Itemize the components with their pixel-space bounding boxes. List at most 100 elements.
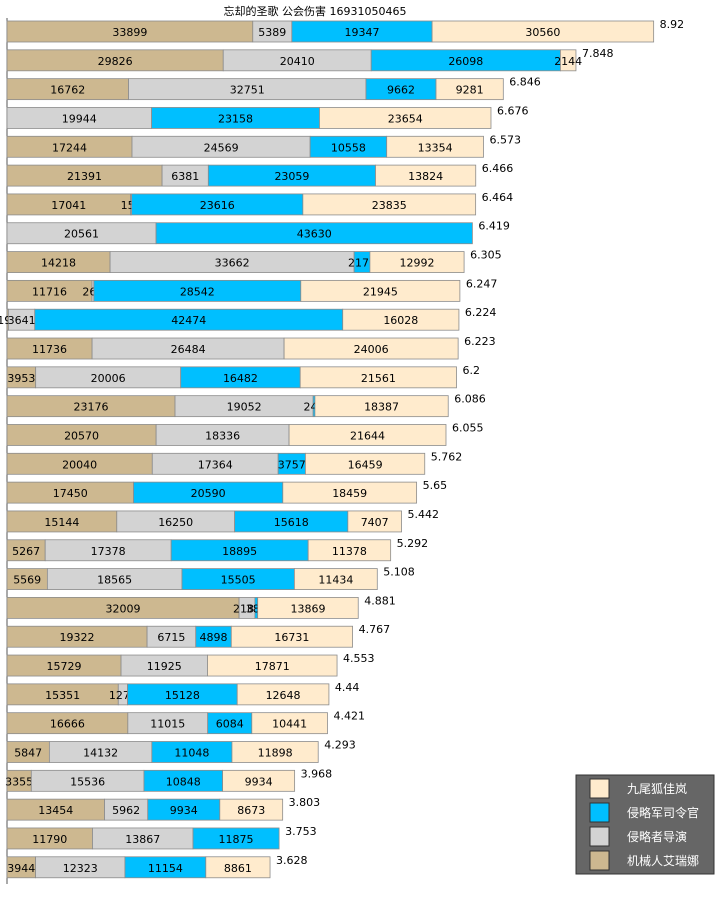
bar-value-label: 21391 <box>67 170 102 183</box>
bar-value-label: 9281 <box>456 84 484 97</box>
bar-segment <box>219 798 284 821</box>
bar-value-label: 15536 <box>70 775 105 788</box>
bar-value-label: 43630 <box>297 228 332 241</box>
row-total-label: 6.247 <box>466 277 498 290</box>
bar-value-label: 3953 <box>7 372 35 385</box>
row-total-label: 3.753 <box>285 825 317 838</box>
bar-segment <box>431 20 655 43</box>
row-total-label: 6.086 <box>454 393 486 406</box>
bar-value-label: 8673 <box>237 804 265 817</box>
bar-value-label: 13354 <box>418 141 453 154</box>
row-total-label: 6.464 <box>482 191 514 204</box>
bar-segment <box>302 193 477 216</box>
row-total-label: 4.881 <box>364 594 396 607</box>
bar-segment <box>435 78 504 101</box>
bar-value-label: 11736 <box>32 343 67 356</box>
bar-value-label: 16482 <box>223 372 258 385</box>
row-total-label: 4.421 <box>333 710 365 723</box>
bar-value-label: 14132 <box>83 747 118 760</box>
bar-segment <box>307 539 392 562</box>
bar-value-label: 13454 <box>38 804 73 817</box>
bar-value-label: 14218 <box>41 257 76 270</box>
bar-segment <box>205 856 271 879</box>
row-total-label: 5.108 <box>383 566 415 579</box>
bar-value-label: 5267 <box>12 545 40 558</box>
legend-label: 九尾狐佳岚 <box>627 782 687 796</box>
bar-segment <box>375 164 477 187</box>
row-total-label: 5.292 <box>397 537 429 550</box>
bar-value-label: 15128 <box>165 689 200 702</box>
row-total-label: 3.968 <box>301 767 333 780</box>
bar-value-label: 20590 <box>191 487 226 500</box>
bar-value-label: 3944 <box>7 862 35 875</box>
bar-value-label: 7407 <box>361 516 389 529</box>
bar-value-label: 16250 <box>158 516 193 529</box>
bar-segment <box>251 712 328 735</box>
bar-segment <box>257 597 359 619</box>
legend-swatch <box>589 826 610 847</box>
bars-group: 33899 5389 19347 30560 8.92 29826 20410 26098 21… <box>0 18 685 879</box>
bar-value-label: 13824 <box>408 170 443 183</box>
bar-value-label: 10441 <box>272 718 307 731</box>
bar-value-label: 17041 <box>51 199 86 212</box>
bar-value-label: 6084 <box>216 718 244 731</box>
bar-value-label: 4898 <box>200 631 228 644</box>
bar-segment <box>305 452 426 475</box>
chart-title: 忘却的圣歌 公会伤害 16931050465 <box>224 4 407 18</box>
bar-value-label: 15505 <box>221 574 256 587</box>
bar-value-label: 23654 <box>388 112 423 125</box>
bar-value-label: 11875 <box>219 833 254 846</box>
bar-value-label: 11434 <box>318 574 353 587</box>
row-total-label: 3.628 <box>276 854 308 867</box>
row-total-label: 3.803 <box>289 796 321 809</box>
bar-value-label: 20006 <box>91 372 126 385</box>
bar-value-label: 21644 <box>350 429 385 442</box>
row-total-label: 4.44 <box>335 681 360 694</box>
bar-value-label: 17450 <box>53 487 88 500</box>
legend-label: 机械人艾瑞娜 <box>627 853 699 868</box>
bar-segment <box>192 827 280 850</box>
row-total-label: 8.92 <box>660 18 685 31</box>
bar-value-label: 16028 <box>383 314 418 327</box>
bar-value-label: 3355 <box>5 775 33 788</box>
row-total-label: 6.466 <box>482 162 514 175</box>
legend-swatch <box>589 778 610 799</box>
bar-segment <box>236 683 330 706</box>
bar-value-label: 26098 <box>448 55 483 68</box>
bar-value-label: 19944 <box>62 112 97 125</box>
legend-label: 侵略军司令官 <box>627 805 699 820</box>
row-total-label: 6.846 <box>509 76 541 89</box>
bar-value-label: 16762 <box>50 84 85 97</box>
bar-value-label: 5847 <box>14 747 42 760</box>
row-total-label: 6.419 <box>478 220 510 233</box>
row-total-label: 5.65 <box>423 479 448 492</box>
bar-value-label: 15618 <box>274 516 309 529</box>
bar-value-label: 5569 <box>13 574 41 587</box>
bar-value-label: 6715 <box>157 631 185 644</box>
bar-value-label: 16731 <box>274 631 309 644</box>
bar-value-label: 23835 <box>372 199 407 212</box>
bar-value-label: 18895 <box>222 545 257 558</box>
bar-value-label: 11154 <box>148 862 183 875</box>
bar-value-label: 6381 <box>171 170 199 183</box>
bar-value-label: 18387 <box>364 401 399 414</box>
bar-value-label: 21945 <box>363 285 398 298</box>
bar-segment <box>319 107 492 129</box>
bar-value-label: 2144 <box>554 55 582 68</box>
bar-value-label: 19052 <box>227 401 262 414</box>
bar-value-label: 9934 <box>170 804 198 817</box>
bar-value-label: 9662 <box>387 84 415 97</box>
row-total-label: 4.293 <box>324 739 356 752</box>
bar-value-label: 11015 <box>150 718 185 731</box>
bar-value-label: 5962 <box>112 804 140 817</box>
bar-value-label: 17364 <box>198 458 233 471</box>
bar-value-label: 11925 <box>147 660 182 673</box>
bar-value-label: 23059 <box>274 170 309 183</box>
row-total-label: 4.767 <box>359 623 391 636</box>
bar-value-label: 16666 <box>50 718 85 731</box>
bar-value-label: 17871 <box>255 660 290 673</box>
bar-value-label: 30560 <box>525 26 560 39</box>
bar-value-label: 18459 <box>332 487 367 500</box>
